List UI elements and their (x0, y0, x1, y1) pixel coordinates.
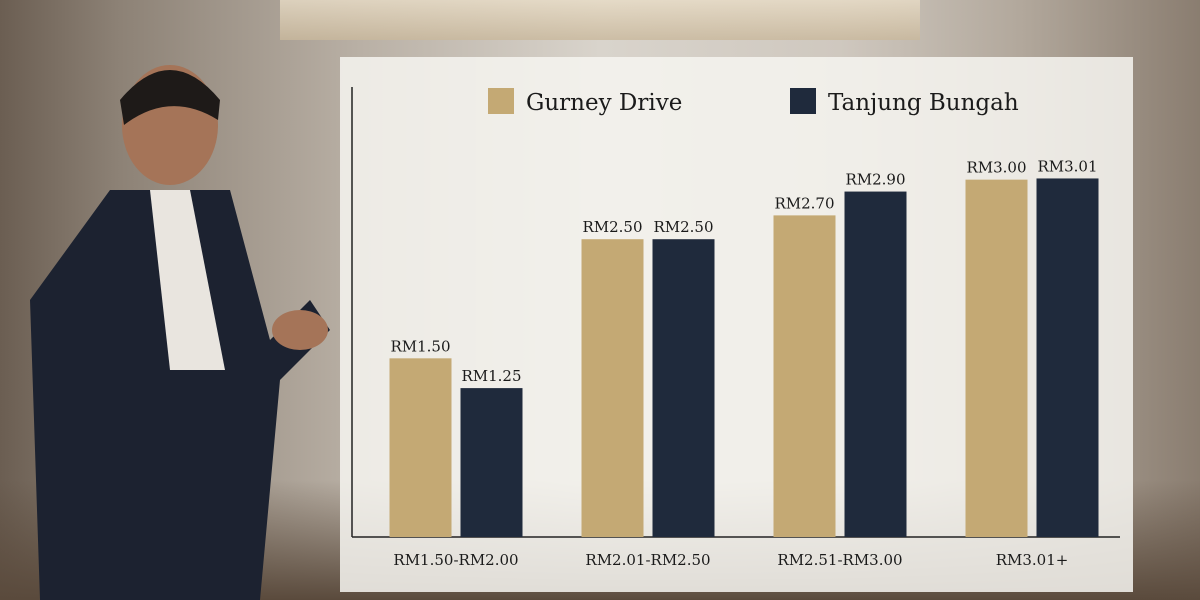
x-tick-label: RM2.51-RM3.00 (777, 551, 902, 569)
data-label: RM2.90 (845, 171, 905, 189)
data-label: RM2.50 (653, 218, 713, 236)
x-tick-label: RM2.01-RM2.50 (585, 551, 710, 569)
legend-swatch (790, 88, 816, 114)
bar-gurney-drive (773, 215, 836, 537)
bar-gurney-drive (389, 358, 452, 537)
data-label: RM2.70 (774, 194, 834, 212)
data-label: RM3.01 (1037, 157, 1097, 175)
bar-tanjung-bungah (460, 388, 523, 537)
bar-gurney-drive (965, 179, 1028, 537)
bar-tanjung-bungah (652, 239, 715, 538)
chart-panel: RM1.50 RM1.25 RM1.50-RM2.00 RM2.50 RM2.50 RM2… (340, 57, 1133, 592)
bar-chart: RM1.50 RM1.25 RM1.50-RM2.00 RM2.50 RM2.50 RM2… (351, 87, 1120, 569)
presenter-photo (30, 65, 330, 600)
data-label: RM1.25 (461, 367, 521, 385)
bar-gurney-drive (581, 239, 644, 538)
data-label: RM2.50 (582, 218, 642, 236)
x-tick-label: RM1.50-RM2.00 (393, 551, 518, 569)
bar-tanjung-bungah (844, 191, 907, 537)
bar-tanjung-bungah (1036, 178, 1099, 537)
data-label: RM3.00 (966, 159, 1026, 177)
legend-label: Tanjung Bungah (828, 90, 1019, 116)
background-ceiling (280, 0, 920, 40)
data-label: RM1.50 (390, 337, 450, 355)
x-tick-label: RM3.01+ (996, 551, 1069, 569)
legend-swatch (488, 88, 514, 114)
legend-label: Gurney Drive (526, 90, 682, 116)
